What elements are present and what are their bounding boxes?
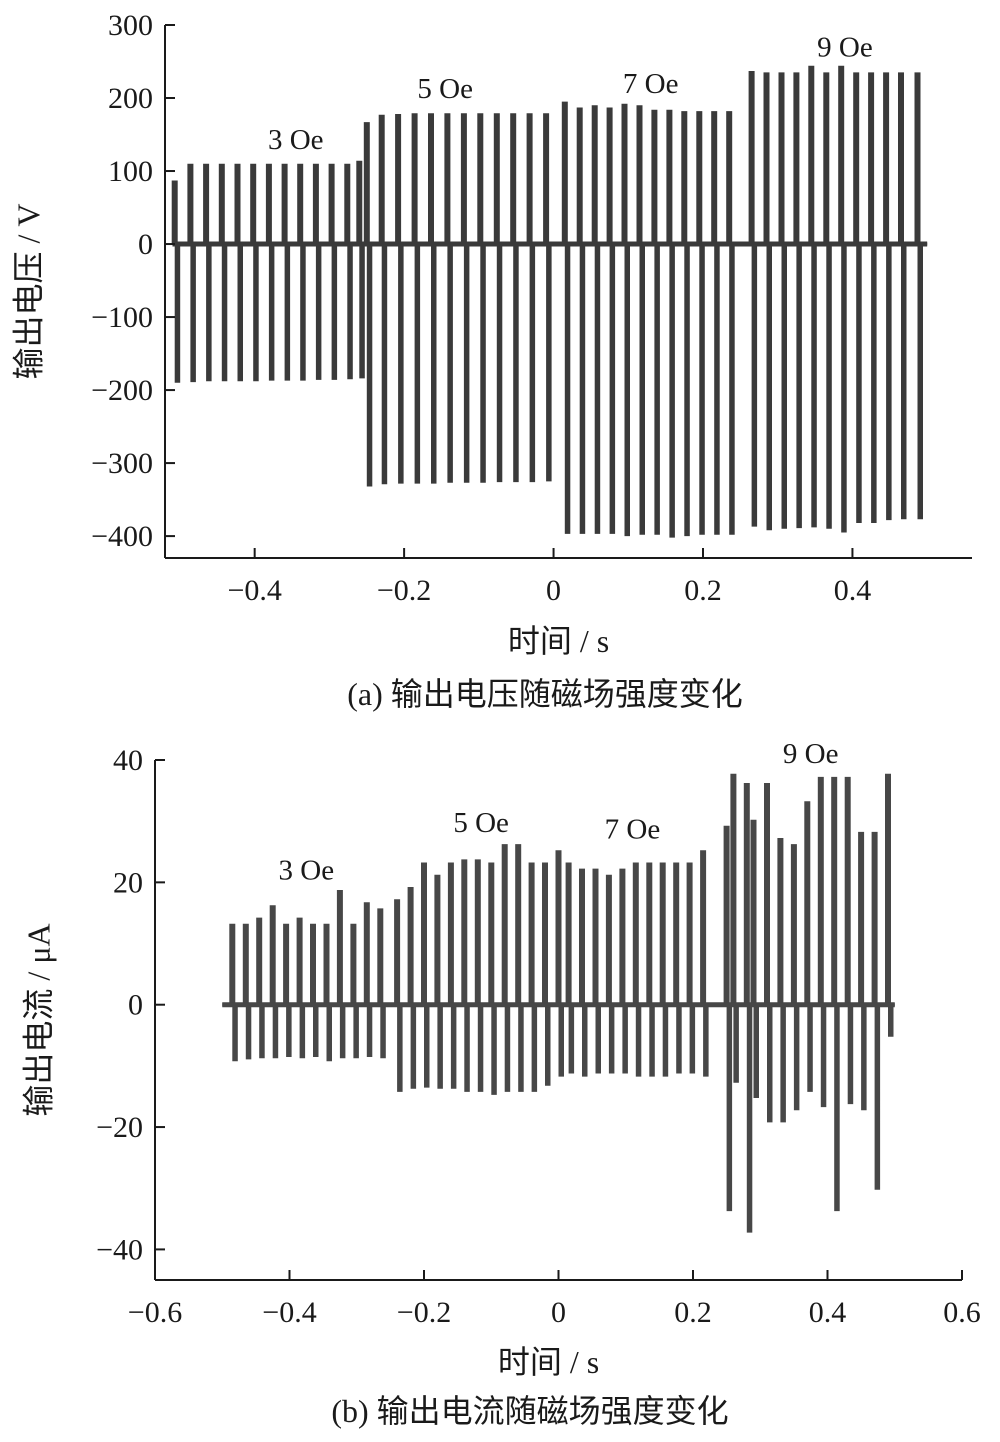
panel-a-traces	[171, 65, 928, 538]
panel-a-x-ticks: −0.4 −0.2 0 0.2 0.4	[227, 548, 871, 607]
panel-b-x-axis-label: 时间 / s	[498, 1344, 599, 1380]
x-tick-label: −0.2	[397, 1296, 451, 1329]
panel-b-y-ticks: 40 20 0 −20 −40	[96, 744, 165, 1266]
panel-b-annotations: 3 Oe 5 Oe 7 Oe 9 Oe	[279, 738, 839, 886]
x-tick-label: 0.2	[684, 574, 722, 607]
y-tick-label: 40	[113, 744, 143, 777]
series-trace-1	[171, 160, 365, 383]
y-tick-label: −200	[91, 374, 153, 407]
x-tick-label: 0.4	[834, 574, 872, 607]
y-tick-label: 0	[138, 228, 153, 261]
x-tick-label: −0.4	[262, 1296, 316, 1329]
panel-b-y-axis-label: 输出电流 / μA	[20, 923, 56, 1116]
field-strength-annotation: 3 Oe	[279, 854, 335, 886]
panel-a-x-axis-label: 时间 / s	[508, 623, 609, 659]
field-strength-annotation: 7 Oe	[623, 68, 679, 100]
panel-a-caption: (a) 输出电压随磁场强度变化	[347, 676, 743, 712]
x-tick-label: 0	[551, 1296, 566, 1329]
field-strength-annotation: 9 Oe	[817, 31, 873, 63]
field-strength-annotation: 3 Oe	[268, 124, 324, 156]
y-tick-label: 100	[108, 155, 153, 188]
x-tick-label: −0.2	[377, 574, 431, 607]
x-tick-label: 0	[546, 574, 561, 607]
panel-b-x-ticks: −0.6 −0.4 −0.2 0 0.2 0.4 0.6	[128, 1270, 981, 1329]
series-trace-1	[222, 890, 401, 1062]
field-strength-annotation: 9 Oe	[783, 738, 839, 770]
y-tick-label: −100	[91, 301, 153, 334]
series-trace-3	[559, 101, 737, 538]
x-tick-label: −0.4	[227, 574, 281, 607]
panel-a-axes	[164, 25, 972, 559]
panel-b-current: 40 20 0 −20 −40 −0.6 −0.4 −0.2 0 0.2 0.4 0.6 3 Oe 5…	[20, 738, 980, 1429]
series-trace-3	[555, 850, 724, 1077]
y-tick-label: 300	[108, 9, 153, 42]
panel-b-traces	[222, 773, 895, 1233]
series-trace-2	[363, 113, 560, 487]
panel-a-y-ticks: 300 200 100 0 −100 −200 −300 −400	[91, 9, 175, 553]
field-strength-annotation: 5 Oe	[453, 807, 509, 839]
y-tick-label: 20	[113, 866, 143, 899]
y-tick-label: −400	[91, 520, 153, 553]
field-strength-annotation: 5 Oe	[417, 73, 473, 105]
series-trace-2	[394, 844, 562, 1095]
panel-a-voltage: 300 200 100 0 −100 −200 −300 −400 −0.4 −0.2 0 0.2 0…	[10, 9, 972, 712]
series-trace-4	[736, 65, 928, 533]
x-tick-label: 0.6	[943, 1296, 981, 1329]
x-tick-label: −0.6	[128, 1296, 182, 1329]
y-tick-label: 200	[108, 82, 153, 115]
y-tick-label: −300	[91, 447, 153, 480]
field-strength-annotation: 7 Oe	[605, 813, 661, 845]
y-tick-label: −40	[96, 1233, 143, 1266]
panel-a-annotations: 3 Oe 5 Oe 7 Oe 9 Oe	[268, 31, 873, 156]
x-tick-label: 0.2	[674, 1296, 712, 1329]
panel-a-y-axis-label: 输出电压 / V	[10, 203, 46, 379]
y-tick-label: −20	[96, 1111, 143, 1144]
x-tick-label: 0.4	[809, 1296, 847, 1329]
y-tick-label: 0	[128, 989, 143, 1022]
panel-b-caption: (b) 输出电流随磁场强度变化	[331, 1393, 728, 1429]
